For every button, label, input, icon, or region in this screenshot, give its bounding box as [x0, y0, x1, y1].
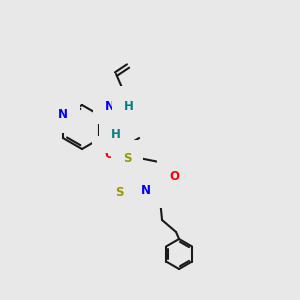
- Text: N: N: [141, 184, 151, 196]
- Text: H: H: [111, 128, 121, 142]
- Text: S: S: [123, 152, 131, 164]
- Text: NH: NH: [105, 100, 125, 112]
- Text: N: N: [116, 98, 126, 110]
- Text: H: H: [124, 100, 134, 112]
- Text: S: S: [115, 185, 123, 199]
- Text: O: O: [169, 169, 179, 182]
- Text: O: O: [104, 148, 114, 160]
- Text: N: N: [58, 109, 68, 122]
